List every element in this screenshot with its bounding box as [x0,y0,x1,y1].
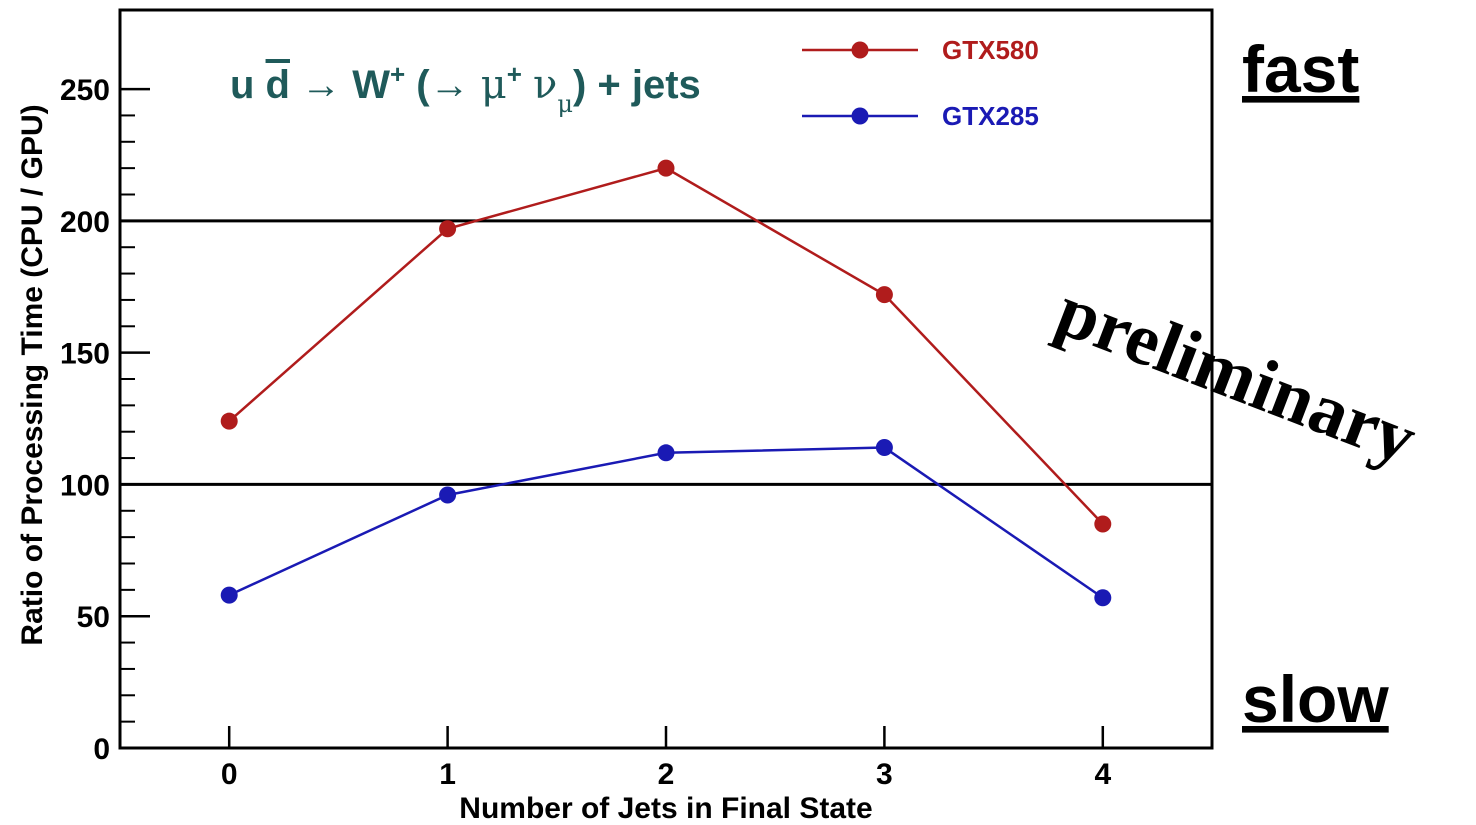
fast-annotation: fast [1242,32,1359,106]
x-tick-label: 1 [439,758,456,791]
legend-label: GTX580 [942,35,1039,65]
x-tick-label: 4 [1094,758,1111,791]
y-axis-title: Ratio of Processing Time (CPU / GPU) [16,104,49,645]
legend-item-gtx580: GTX580 [802,35,1039,65]
title-part: ν [533,62,557,108]
title-part: ) + jets [573,63,701,107]
y-tick-label: 250 [60,74,110,107]
title-part: μ [481,62,507,108]
y-axis: 0 50 100 150 200 250 [60,74,150,766]
reference-lines [120,219,1212,486]
preliminary-annotation: preliminary [1046,269,1427,481]
y-tick-label: 50 [77,601,110,634]
data-point [657,159,675,177]
x-tick-label: 2 [658,758,675,791]
title-part: + [507,59,522,89]
plot-frame [118,8,1214,750]
legend-label: GTX285 [942,101,1039,131]
title-part [522,63,533,107]
title-part: μ [557,90,573,118]
data-point [220,412,238,430]
data-point [875,439,893,457]
title-part: d [266,63,290,107]
legend-swatch-marker [851,41,869,59]
series-line [228,446,1104,599]
slow-annotation: slow [1242,662,1389,736]
title-part: + [390,59,405,89]
legend-item-gtx285: GTX285 [802,101,1039,131]
x-axis: 0 1 2 3 4 [221,726,1111,791]
title-part: u [230,63,266,107]
y-tick-label: 100 [60,469,110,502]
series-group [220,159,1112,607]
legend-swatch-marker [851,107,869,125]
data-point [439,220,457,238]
title-part: → W [290,63,390,107]
title-part: (→ [405,63,481,107]
data-point [1094,515,1112,533]
series-gtx285 [220,439,1112,607]
data-point [875,286,893,304]
y-tick-label: 150 [60,338,110,371]
legend: GTX580 GTX285 [802,35,1039,131]
data-point [1094,589,1112,607]
x-tick-label: 3 [876,758,893,791]
data-point [220,586,238,604]
x-tick-label: 0 [221,758,238,791]
y-tick-label: 200 [60,206,110,239]
data-point [439,486,457,504]
y-tick-label: 0 [93,733,110,766]
x-axis-title: Number of Jets in Final State [459,792,872,825]
series-gtx580 [220,159,1112,533]
chart-title: u d → W+ (→ μ+ νμ) + jets [230,59,701,118]
data-point [657,444,675,462]
